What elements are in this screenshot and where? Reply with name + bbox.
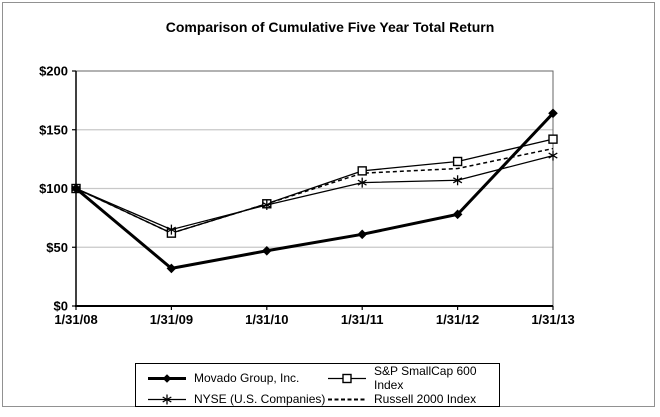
russell-dashed-line-icon <box>328 398 366 400</box>
x-tick-label: 1/31/12 <box>436 312 479 327</box>
x-tick-label: 1/31/09 <box>150 312 193 327</box>
legend-item-sp-smallcap-600: S&P SmallCap 600 Index <box>328 364 499 392</box>
legend: Movado Group, Inc. S&P SmallCap 600 Inde… <box>135 363 500 407</box>
marker-square <box>357 166 367 176</box>
x-tick-label: 1/31/11 <box>341 312 384 327</box>
legend-item-russell-2000: Russell 2000 Index <box>328 392 499 406</box>
series-line-sp-smallcap-600 <box>75 138 554 234</box>
legend-label: S&P SmallCap 600 Index <box>374 364 477 392</box>
y-tick-label: $150 <box>39 122 68 137</box>
y-tick-label: $0 <box>54 299 68 314</box>
marker-square <box>452 156 463 167</box>
marker-asterisk <box>357 179 367 186</box>
marker-diamond <box>166 263 177 274</box>
chart-title: Comparison of Cumulative Five Year Total… <box>165 19 495 35</box>
sp-square-line-icon <box>328 373 366 383</box>
marker-asterisk <box>262 201 272 209</box>
legend-label: Movado Group, Inc. <box>194 371 300 385</box>
movado-diamond-line-icon <box>148 373 186 383</box>
marker-diamond <box>357 229 367 240</box>
y-tick-label: $100 <box>39 181 68 196</box>
marker-diamond <box>262 245 272 256</box>
series-line-nyse-us-companies <box>75 154 554 231</box>
marker-square <box>548 134 558 144</box>
legend-item-nyse: NYSE (U.S. Companies) <box>148 392 328 406</box>
marker-diamond <box>71 183 81 194</box>
x-tick-label: 1/31/10 <box>245 312 288 327</box>
x-tick-label: 1/31/08 <box>54 312 97 327</box>
y-tick-label: $50 <box>46 240 68 255</box>
marker-asterisk <box>166 226 177 233</box>
legend-label: NYSE (U.S. Companies) <box>194 392 326 406</box>
marker-asterisk <box>452 177 463 184</box>
x-tick-label: 1/31/13 <box>531 312 574 327</box>
series-line-movado <box>75 112 555 271</box>
marker-diamond <box>452 209 463 220</box>
plot-area: $0 $50 $100 $150 $200 1/31/08 1/31/09 1/31/10 1/… <box>39 64 575 328</box>
legend-label: Russell 2000 Index <box>374 392 477 406</box>
marker-diamond <box>548 108 558 119</box>
nyse-asterisk-line-icon <box>148 394 186 404</box>
marker-asterisk <box>548 152 558 159</box>
y-tick-label: $200 <box>39 64 68 79</box>
legend-item-movado: Movado Group, Inc. <box>148 364 328 392</box>
